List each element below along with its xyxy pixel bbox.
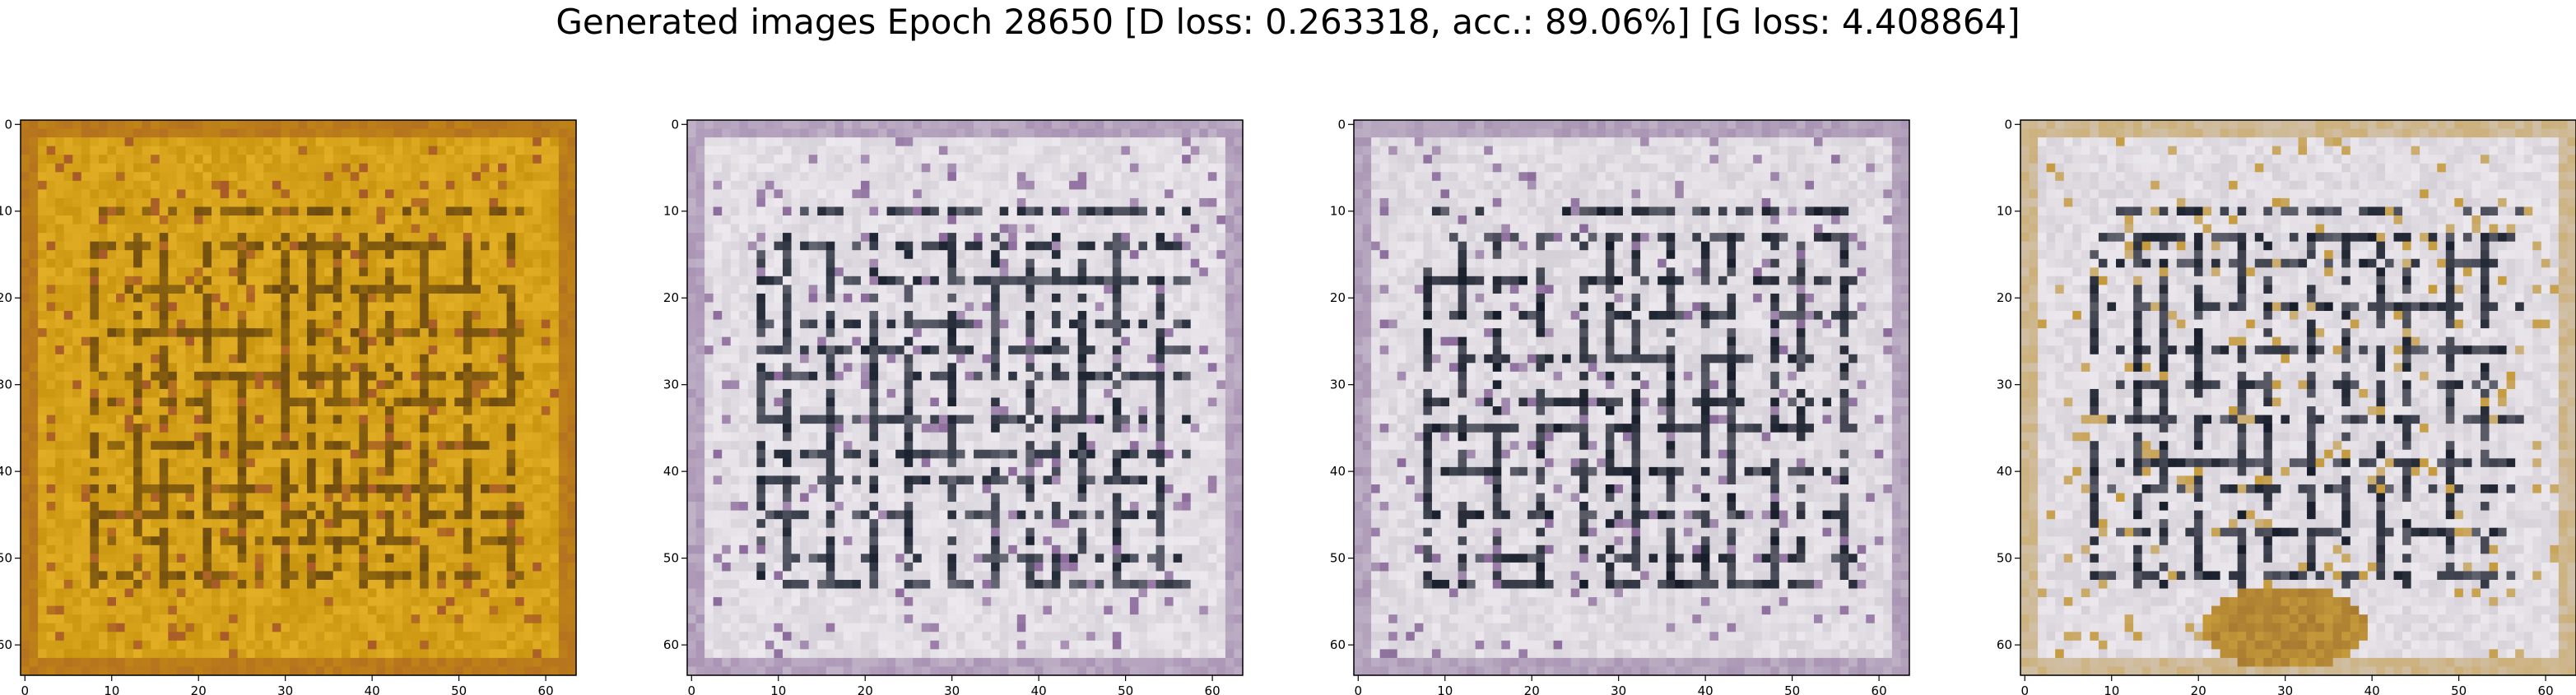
x-tick-label: 0 bbox=[2021, 683, 2030, 695]
x-tick-label: 60 bbox=[538, 683, 554, 695]
y-tick-label: 20 bbox=[1997, 290, 2012, 305]
axes-frame bbox=[1353, 119, 1910, 676]
y-tick-label: 0 bbox=[4, 117, 12, 132]
axes-frame bbox=[2020, 119, 2576, 676]
x-tick-label: 20 bbox=[1524, 683, 1540, 695]
x-tick-label: 50 bbox=[1118, 683, 1133, 695]
y-tick-label: 60 bbox=[1997, 637, 2012, 652]
y-tick-label: 0 bbox=[671, 117, 679, 132]
x-tick-label: 20 bbox=[191, 683, 207, 695]
x-tick-label: 30 bbox=[277, 683, 293, 695]
figure-title: Generated images Epoch 28650 [D loss: 0.… bbox=[556, 2, 2020, 42]
y-tick-label: 30 bbox=[1330, 378, 1346, 392]
x-tick-label: 50 bbox=[2451, 683, 2467, 695]
x-tick-label: 0 bbox=[1355, 683, 1363, 695]
axes-frame bbox=[20, 119, 577, 676]
x-tick-label: 30 bbox=[1611, 683, 1626, 695]
y-tick-label: 30 bbox=[0, 378, 12, 392]
y-tick-label: 40 bbox=[0, 464, 12, 479]
y-tick-label: 20 bbox=[1330, 290, 1346, 305]
x-tick-label: 10 bbox=[104, 683, 119, 695]
x-tick-label: 40 bbox=[1031, 683, 1047, 695]
y-tick-label: 10 bbox=[1997, 204, 2012, 219]
x-tick-label: 60 bbox=[2538, 683, 2554, 695]
x-tick-label: 10 bbox=[1437, 683, 1453, 695]
y-tick-label: 10 bbox=[1330, 204, 1346, 219]
y-tick-label: 0 bbox=[1337, 117, 1346, 132]
x-tick-label: 40 bbox=[1698, 683, 1713, 695]
x-tick-label: 10 bbox=[770, 683, 786, 695]
y-tick-label: 0 bbox=[2004, 117, 2012, 132]
y-tick-label: 50 bbox=[0, 551, 12, 566]
y-tick-label: 60 bbox=[1330, 637, 1346, 652]
x-tick-label: 40 bbox=[2364, 683, 2380, 695]
y-tick-label: 50 bbox=[663, 551, 679, 566]
y-tick-label: 10 bbox=[0, 204, 12, 219]
x-tick-label: 30 bbox=[944, 683, 960, 695]
axes-frame bbox=[686, 119, 1244, 676]
generated-image bbox=[21, 120, 577, 676]
x-tick-label: 0 bbox=[21, 683, 30, 695]
x-tick-label: 30 bbox=[2277, 683, 2293, 695]
y-tick-label: 60 bbox=[663, 637, 679, 652]
y-tick-label: 40 bbox=[1997, 464, 2012, 479]
x-tick-label: 20 bbox=[2191, 683, 2206, 695]
y-tick-label: 20 bbox=[663, 290, 679, 305]
x-tick-label: 50 bbox=[1784, 683, 1800, 695]
y-tick-label: 40 bbox=[663, 464, 679, 479]
y-tick-label: 30 bbox=[663, 378, 679, 392]
y-tick-label: 30 bbox=[1997, 378, 2012, 392]
y-tick-label: 50 bbox=[1997, 551, 2012, 566]
x-tick-label: 10 bbox=[2104, 683, 2119, 695]
generated-image bbox=[687, 120, 1244, 676]
y-tick-label: 10 bbox=[663, 204, 679, 219]
x-tick-label: 50 bbox=[451, 683, 467, 695]
x-tick-label: 0 bbox=[688, 683, 696, 695]
y-tick-label: 50 bbox=[1330, 551, 1346, 566]
x-tick-label: 60 bbox=[1872, 683, 1887, 695]
generated-image bbox=[1354, 120, 1910, 676]
y-tick-label: 40 bbox=[1330, 464, 1346, 479]
generated-image bbox=[2020, 120, 2576, 676]
y-tick-label: 60 bbox=[0, 637, 12, 652]
y-tick-label: 20 bbox=[0, 290, 12, 305]
x-tick-label: 60 bbox=[1205, 683, 1221, 695]
x-tick-label: 40 bbox=[365, 683, 380, 695]
x-tick-label: 20 bbox=[858, 683, 873, 695]
